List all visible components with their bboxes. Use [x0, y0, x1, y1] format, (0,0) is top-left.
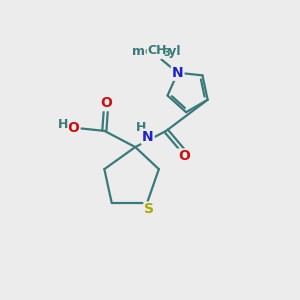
- Text: N: N: [142, 130, 154, 144]
- Text: S: S: [144, 202, 154, 217]
- Text: methyl: methyl: [132, 45, 180, 58]
- Text: 3: 3: [164, 48, 170, 58]
- Text: H: H: [136, 121, 146, 134]
- Text: O: O: [100, 96, 112, 110]
- Text: H: H: [58, 118, 68, 131]
- Text: N: N: [172, 66, 184, 80]
- Text: O: O: [67, 121, 79, 135]
- Text: CH: CH: [147, 44, 167, 57]
- Text: O: O: [178, 149, 190, 164]
